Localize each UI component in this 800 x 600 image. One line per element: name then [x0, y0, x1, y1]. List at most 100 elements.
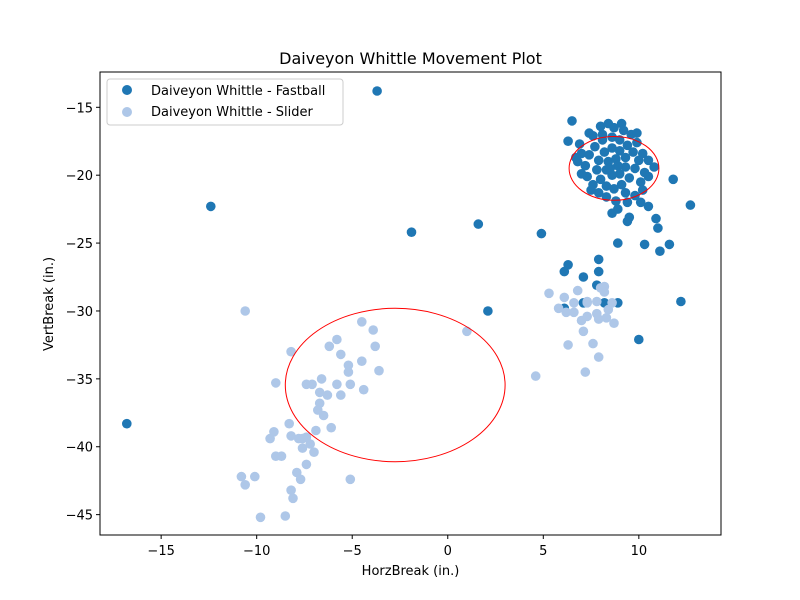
- scatter-point: [601, 313, 612, 323]
- scatter-point: [284, 418, 295, 429]
- scatter-point: [318, 410, 329, 421]
- scatter-point: [358, 384, 369, 395]
- scatter-point: [639, 167, 650, 178]
- scatter-point: [685, 200, 696, 210]
- scatter-point: [343, 367, 354, 377]
- scatter-point: [569, 298, 579, 308]
- y-axis-label: VertBreak (in.): [42, 257, 57, 351]
- scatter-point: [345, 474, 356, 485]
- scatter-point: [324, 341, 335, 352]
- scatter-point: [643, 155, 654, 166]
- series-0: [122, 86, 696, 429]
- scatter-point: [530, 371, 541, 381]
- y-axis: −15 −20 −25 −30 −35 −40 −45: [66, 101, 100, 524]
- scatter-point: [616, 179, 627, 190]
- x-tick-label: −15: [147, 544, 174, 559]
- scatter-point: [611, 196, 621, 206]
- scatter-point: [595, 121, 606, 132]
- scatter-point: [336, 349, 346, 360]
- scatter-point: [544, 288, 554, 299]
- scatter-point: [572, 156, 583, 167]
- scatter-point: [609, 184, 619, 194]
- scatter-point: [651, 213, 661, 224]
- scatter-point: [622, 140, 633, 151]
- scatter-point: [316, 374, 327, 384]
- legend-box: [106, 78, 344, 126]
- scatter-point: [276, 451, 287, 462]
- scatter-point: [406, 227, 417, 237]
- scatter-point: [553, 303, 564, 314]
- highlight-ellipse-1: [568, 136, 660, 201]
- scatter-point: [561, 307, 571, 318]
- scatter-point: [593, 188, 604, 198]
- scatter-point: [607, 143, 617, 153]
- scatter-point: [628, 147, 638, 157]
- scatter-point: [563, 340, 573, 350]
- x-tick-label: −10: [243, 544, 270, 559]
- scatter-point: [614, 169, 625, 179]
- y-tick-label: −45: [66, 509, 93, 524]
- chart-title: Daiveyon Whittle Movement Plot: [279, 49, 542, 68]
- scatter-point: [332, 334, 342, 345]
- scatter-point: [240, 306, 250, 316]
- x-axis-label: HorzBreak (in.): [362, 564, 460, 579]
- scatter-point: [255, 512, 266, 523]
- scatter-point: [653, 223, 663, 233]
- scatter-point: [311, 425, 321, 436]
- scatter-point: [582, 311, 592, 322]
- plot-frame: [99, 71, 722, 536]
- scatter-point: [643, 201, 654, 212]
- scatter-point: [637, 185, 648, 195]
- y-tick-label: −40: [66, 441, 93, 456]
- scatter-point: [473, 219, 484, 229]
- scatter-point: [599, 287, 610, 297]
- scatter-point: [582, 298, 592, 308]
- legend-label-slider: Daiveyon Whittle - Slider: [151, 105, 313, 120]
- scatter-point: [297, 443, 308, 453]
- scatter-point: [374, 365, 384, 376]
- scatter-point: [301, 459, 312, 470]
- scatter-point: [618, 125, 629, 136]
- highlight-ellipse-0: [284, 307, 506, 463]
- scatter-point: [206, 201, 216, 212]
- scatter-point: [240, 480, 250, 490]
- y-tick-label: −25: [66, 237, 93, 252]
- scatter-point: [569, 307, 579, 318]
- scatter-point: [603, 304, 614, 315]
- scatter-point: [635, 197, 646, 208]
- scatter-point: [286, 346, 296, 357]
- scatter-point: [635, 177, 646, 187]
- scatter-point: [639, 239, 650, 250]
- scatter-point: [563, 136, 573, 146]
- scatter-point: [368, 325, 379, 335]
- scatter-point: [588, 131, 598, 141]
- scatter-point: [613, 204, 623, 214]
- scatter-point: [593, 266, 604, 277]
- scatter-point: [462, 326, 472, 337]
- scatter-point: [372, 86, 382, 96]
- scatter-point: [668, 174, 678, 185]
- scatter-point: [580, 367, 591, 377]
- scatter-point: [622, 216, 633, 227]
- scatter-point: [280, 511, 291, 521]
- scatter-point: [586, 185, 596, 195]
- scatter-point: [613, 160, 623, 171]
- scatter-point: [567, 116, 577, 126]
- scatter-point: [592, 296, 602, 307]
- legend-marker-slider: [122, 107, 132, 117]
- scatter-point: [305, 439, 316, 449]
- scatter-point: [580, 160, 591, 171]
- scatter-point: [632, 128, 642, 138]
- scatter-point: [593, 314, 604, 324]
- scatter-point: [634, 155, 644, 166]
- scatter-point: [620, 162, 631, 172]
- legend-marker-fastball: [122, 85, 132, 95]
- scatter-point: [605, 163, 615, 174]
- scatter-point: [592, 165, 602, 175]
- scatter-point: [250, 471, 260, 482]
- scatter-point: [607, 132, 617, 142]
- scatter-point: [593, 254, 604, 265]
- scatter-point: [624, 173, 635, 183]
- series-1: [236, 281, 619, 523]
- scatter-point: [357, 356, 367, 367]
